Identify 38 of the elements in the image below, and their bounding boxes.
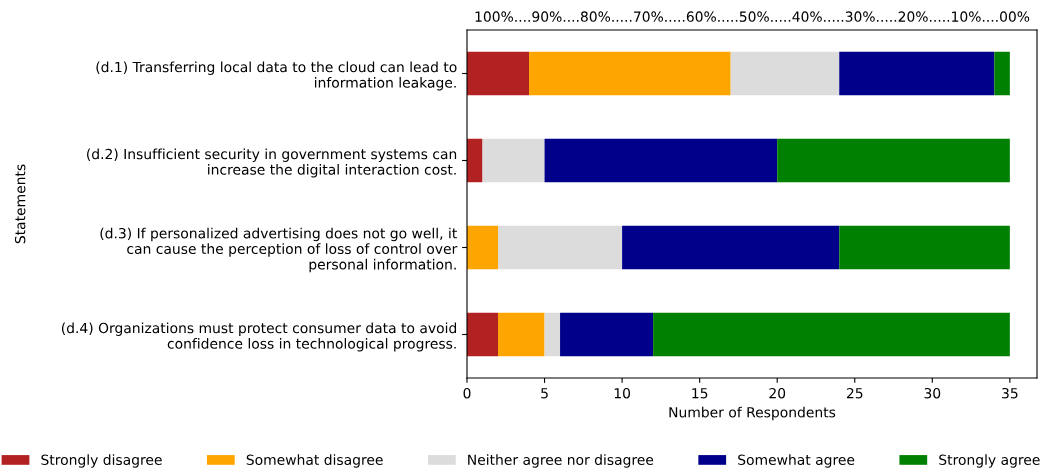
bar — [529, 51, 731, 96]
y-tick-label: (d.3) If personalized advertising does not go well, it can cause the perception of loss of control over personal information. — [100, 227, 458, 273]
bar — [498, 225, 623, 270]
bar — [498, 312, 545, 357]
bar — [467, 312, 499, 357]
bar — [839, 51, 995, 96]
x-tick-label: 0 — [463, 387, 471, 399]
bar — [560, 312, 654, 357]
bar — [994, 51, 1010, 96]
x-tick-label: 10 — [614, 387, 631, 399]
bar — [544, 312, 561, 357]
legend-label: Neither agree nor disagree — [468, 454, 654, 468]
x-axis-title: Number of Respondents — [669, 406, 836, 421]
bar — [777, 138, 1010, 183]
bar — [482, 138, 545, 183]
x-tick-label: 20 — [769, 387, 786, 399]
x-tick-label: 5 — [541, 388, 548, 399]
legend-label: Strongly disagree — [41, 454, 162, 468]
bar — [622, 225, 840, 270]
chart-title: 100%....90%....80%.....70%.....60%.....50%.....40%.....30%.....20%.....10%....00% — [475, 11, 1030, 22]
bar — [653, 312, 1010, 357]
x-tick-label: 35 — [1002, 387, 1018, 399]
bar — [467, 225, 499, 270]
x-tick-label: 30 — [924, 387, 941, 399]
legend-label: Somewhat agree — [738, 454, 855, 468]
y-tick-label: (d.2) Insufficient security in government systems can increase the digital interaction cost. — [87, 148, 457, 178]
bar — [467, 138, 483, 183]
y-axis-title: Statements — [14, 164, 26, 244]
y-tick-label: (d.1) Transferring local data to the cloud can lead to information leakage. — [96, 61, 457, 91]
x-tick-label: 15 — [692, 388, 708, 399]
legend-label: Somewhat disagree — [246, 454, 383, 468]
legend-label: Strongly agree — [939, 454, 1040, 468]
bar — [839, 225, 1010, 270]
y-tick-label: (d.4) Organizations must protect consumer data to avoid confidence loss in technological progress. — [61, 322, 457, 352]
bar — [467, 51, 530, 96]
bar — [730, 51, 840, 96]
bar — [544, 138, 778, 183]
x-tick-label: 25 — [846, 387, 863, 399]
